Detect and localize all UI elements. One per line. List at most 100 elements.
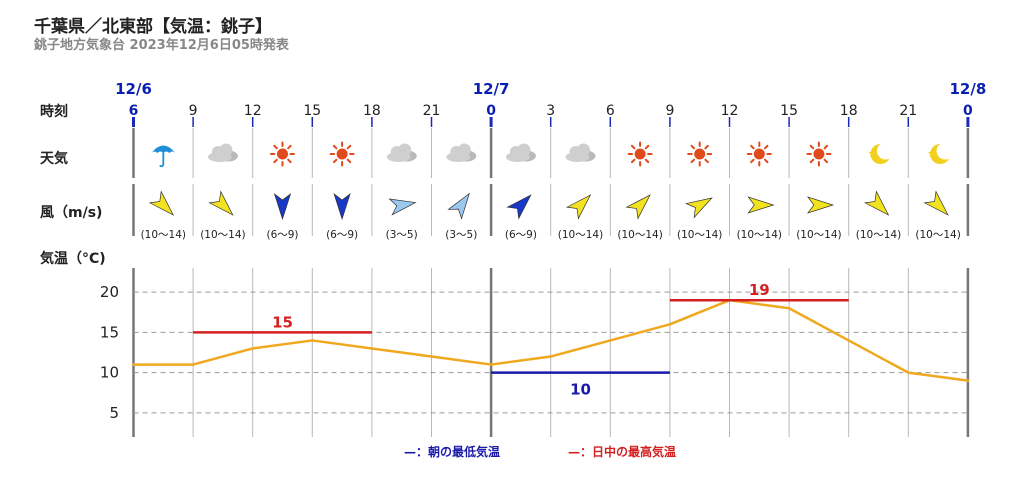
sun-ray bbox=[704, 144, 709, 150]
legend-min-label: —：朝の最低気温 bbox=[404, 445, 501, 459]
moon-cut bbox=[877, 142, 894, 160]
wind-arrow-icon bbox=[506, 194, 532, 220]
wind-arrow-icon bbox=[208, 190, 234, 216]
wind-range-label: (10〜14) bbox=[617, 229, 662, 241]
hour-label: 12 bbox=[244, 103, 262, 119]
wind-range-label: (10〜14) bbox=[737, 229, 782, 241]
sun-ray bbox=[823, 144, 829, 150]
wind-range-label: (10〜14) bbox=[558, 229, 603, 241]
sun-icon bbox=[270, 141, 295, 167]
page-title: 千葉県／北東部【気温：銚子】 bbox=[34, 17, 272, 37]
sun-ray bbox=[823, 158, 829, 164]
min-temp-label: 10 bbox=[570, 381, 591, 399]
wind-arrow-icon bbox=[806, 196, 835, 214]
wind-range-label: (6〜9) bbox=[505, 229, 537, 241]
wind-arrow-icon bbox=[333, 193, 351, 221]
wind-arrow-shape bbox=[208, 190, 234, 216]
sun-ray bbox=[704, 158, 709, 164]
wind-arrow-icon bbox=[273, 193, 292, 221]
sun-ray bbox=[690, 144, 696, 150]
hour-label: 12 bbox=[721, 103, 739, 119]
hour-label: 9 bbox=[665, 103, 674, 119]
temp-point bbox=[787, 306, 791, 310]
wind-arrow-icon bbox=[923, 190, 949, 216]
sun-ray bbox=[630, 158, 636, 164]
y-tick-label: 5 bbox=[109, 404, 119, 422]
wind-arrow-shape bbox=[333, 193, 351, 221]
hour-label: 6 bbox=[606, 103, 615, 119]
sun-ray bbox=[273, 158, 278, 164]
row-label-weather: 天気 bbox=[40, 151, 68, 167]
wind-arrow-shape bbox=[388, 198, 417, 216]
date-label: 12/8 bbox=[950, 80, 987, 98]
sun-ray bbox=[332, 144, 338, 150]
wind-range-label: (10〜14) bbox=[796, 229, 841, 241]
wind-range-label: (6〜9) bbox=[326, 229, 358, 241]
sun-core bbox=[336, 148, 348, 160]
wind-arrow-shape bbox=[747, 196, 775, 214]
temp-point bbox=[549, 355, 552, 358]
wind-arrow-icon bbox=[565, 194, 592, 220]
hour-label: 21 bbox=[899, 103, 917, 119]
wind-arrow-icon bbox=[388, 198, 417, 216]
row-label-wind: 風（m/s) bbox=[40, 205, 103, 221]
temp-point bbox=[191, 363, 195, 366]
wind-range-label: (3〜5) bbox=[445, 229, 477, 241]
sun-core bbox=[694, 148, 706, 160]
hour-label: 18 bbox=[840, 103, 858, 119]
sun-icon bbox=[329, 141, 355, 167]
y-tick-label: 20 bbox=[100, 283, 119, 301]
temp-point bbox=[489, 363, 493, 366]
legend-min: —：朝の最低気温 bbox=[404, 443, 500, 460]
sun-core bbox=[634, 148, 646, 160]
temp-point bbox=[966, 379, 970, 382]
hour-label: 15 bbox=[303, 103, 321, 119]
temp-point bbox=[430, 355, 433, 358]
temp-point bbox=[311, 339, 314, 342]
wind-range-label: (10〜14) bbox=[856, 229, 901, 241]
temp-point bbox=[251, 347, 254, 350]
cloud-base bbox=[505, 152, 530, 162]
temp-point bbox=[132, 363, 135, 366]
sun-ray bbox=[690, 158, 696, 164]
date-label: 12/7 bbox=[473, 80, 510, 98]
sun-ray bbox=[644, 144, 650, 150]
cloud-base bbox=[386, 152, 411, 162]
umbrella-canopy bbox=[151, 145, 176, 153]
max-temp-label: 19 bbox=[749, 281, 770, 299]
row-label-temp: 気温（°C) bbox=[40, 251, 106, 267]
cloud-icon bbox=[207, 143, 238, 162]
sun-ray bbox=[763, 158, 769, 164]
wind-arrow-icon bbox=[747, 196, 775, 214]
wind-range-label: (10〜14) bbox=[677, 229, 722, 241]
wind-arrow-icon bbox=[863, 190, 890, 216]
star bbox=[868, 149, 877, 157]
wind-arrow-shape bbox=[625, 194, 651, 220]
sun-ray bbox=[750, 144, 755, 150]
wind-arrow-shape bbox=[447, 192, 470, 220]
wind-arrow-shape bbox=[863, 190, 890, 216]
temp-point bbox=[847, 339, 850, 342]
wind-range-label: (3〜5) bbox=[386, 229, 418, 241]
wind-range-label: (6〜9) bbox=[266, 229, 298, 241]
moon-cut bbox=[936, 142, 954, 160]
wind-arrow-icon bbox=[625, 194, 651, 220]
sun-ray bbox=[750, 158, 755, 164]
hour-label: 0 bbox=[963, 103, 973, 119]
cloud-base bbox=[207, 152, 232, 162]
temp-point bbox=[907, 371, 910, 374]
cloud-icon bbox=[565, 143, 596, 162]
sun-ray bbox=[273, 144, 278, 150]
wind-arrow-shape bbox=[923, 190, 949, 216]
sun-ray bbox=[809, 158, 815, 164]
wind-arrow-shape bbox=[685, 197, 713, 219]
wind-arrow-shape bbox=[273, 193, 292, 221]
umbrella-handle bbox=[159, 152, 165, 168]
umbrella-icon bbox=[151, 145, 176, 168]
sun-icon bbox=[746, 141, 772, 167]
row-label-time: 時刻 bbox=[40, 104, 68, 120]
wind-arrow-shape bbox=[806, 196, 835, 214]
wind-range-label: (10〜14) bbox=[200, 229, 245, 241]
legend-max-label: —：日中の最高気温 bbox=[568, 445, 677, 459]
